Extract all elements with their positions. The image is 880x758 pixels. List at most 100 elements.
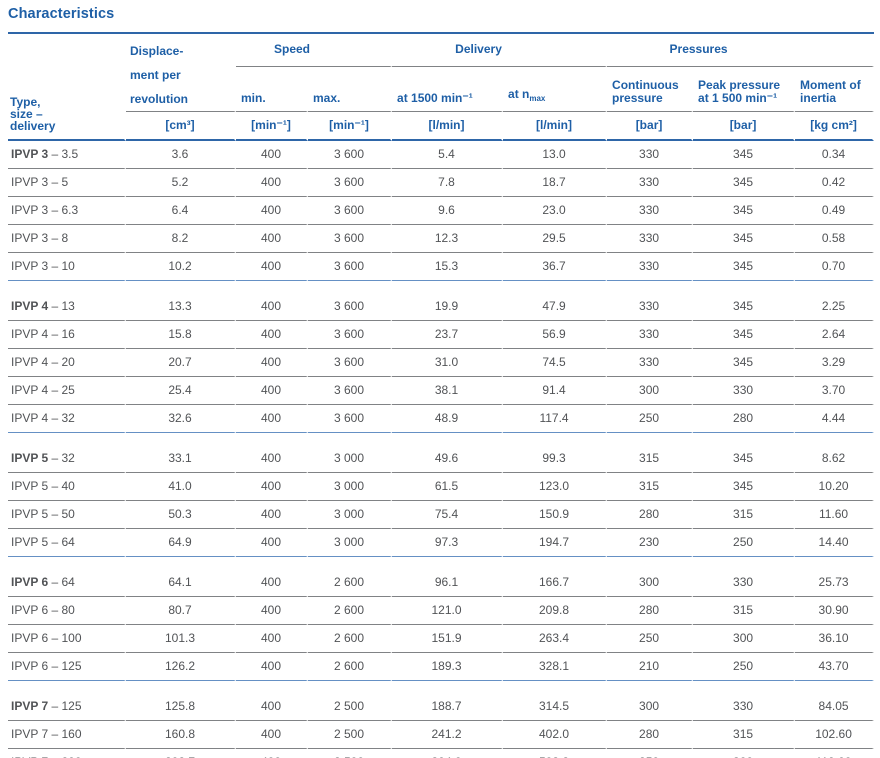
row-type-label: IPVP 4 – 16 bbox=[8, 321, 126, 349]
row-type-label: IPVP 7 – 160 bbox=[8, 721, 126, 749]
row-value: 400 bbox=[236, 597, 308, 625]
row-value: 400 bbox=[236, 681, 308, 721]
unit-l-min: [l/min] bbox=[503, 112, 608, 141]
row-value: 6.4 bbox=[126, 197, 236, 225]
row-value: 315 bbox=[693, 721, 796, 749]
delivery-group-header: Delivery bbox=[392, 34, 608, 67]
row-value: 64.1 bbox=[126, 557, 236, 597]
row-value: 4.44 bbox=[795, 405, 875, 433]
row-type-label: IPVP 6 – 100 bbox=[8, 625, 126, 653]
row-value: 280 bbox=[607, 597, 694, 625]
row-value: 18.7 bbox=[503, 169, 608, 197]
row-value: 280 bbox=[607, 721, 694, 749]
row-value: 300 bbox=[607, 377, 694, 405]
row-value: 188.7 bbox=[392, 681, 504, 721]
row-value: 13.0 bbox=[503, 141, 608, 169]
row-value: 123.0 bbox=[503, 473, 608, 501]
row-value: 400 bbox=[236, 433, 308, 473]
unit-l-min: [l/min] bbox=[392, 112, 504, 141]
row-value: 330 bbox=[607, 281, 694, 321]
row-value: 84.05 bbox=[795, 681, 875, 721]
row-value: 41.0 bbox=[126, 473, 236, 501]
row-value: 400 bbox=[236, 253, 308, 281]
row-value: 31.0 bbox=[392, 349, 504, 377]
row-type-label: IPVP 7 – 200 bbox=[8, 749, 126, 758]
row-type-label: IPVP 5 – 32 bbox=[8, 433, 126, 473]
row-value: 210 bbox=[607, 653, 694, 681]
row-value: 30.90 bbox=[795, 597, 875, 625]
peak-pressure-header: Peak pressure at 1 500 min⁻¹ bbox=[693, 67, 796, 112]
row-value: 280 bbox=[693, 405, 796, 433]
table-row: IPVP 4 – 16 15.8 400 3 600 23.7 56.9 330 345 2.6… bbox=[8, 321, 875, 349]
continuous-pressure-header: Continuous pressure bbox=[607, 67, 694, 112]
row-value: 2 600 bbox=[308, 597, 393, 625]
row-value: 56.9 bbox=[503, 321, 608, 349]
row-value: 400 bbox=[236, 169, 308, 197]
row-value: 345 bbox=[693, 321, 796, 349]
characteristics-table: Type, size – delivery Displace- ment per… bbox=[8, 32, 875, 758]
row-value: 345 bbox=[693, 281, 796, 321]
row-type-label: IPVP 3 – 10 bbox=[8, 253, 126, 281]
unit-min-1: [min⁻¹] bbox=[308, 112, 393, 141]
row-value: 345 bbox=[693, 141, 796, 169]
row-value: 23.0 bbox=[503, 197, 608, 225]
row-value: 280 bbox=[607, 501, 694, 529]
row-value: 3.29 bbox=[795, 349, 875, 377]
table-row: IPVP 4 – 32 32.6 400 3 600 48.9 117.4 250 280 4.… bbox=[8, 405, 875, 433]
row-value: 23.7 bbox=[392, 321, 504, 349]
type-column-header: Type, size – delivery bbox=[8, 34, 126, 141]
row-value: 49.6 bbox=[392, 433, 504, 473]
row-value: 2 500 bbox=[308, 749, 393, 758]
row-value: 3 000 bbox=[308, 473, 393, 501]
row-value: 38.1 bbox=[392, 377, 504, 405]
row-value: 101.3 bbox=[126, 625, 236, 653]
table-row: IPVP 7 – 125 125.8 400 2 500 188.7 314.5 300 33… bbox=[8, 681, 875, 721]
table-row: IPVP 6 – 64 64.1 400 2 600 96.1 166.7 300 330 25… bbox=[8, 557, 875, 597]
row-value: 48.9 bbox=[392, 405, 504, 433]
table-row: IPVP 4 – 25 25.4 400 3 600 38.1 91.4 300 330 3.7… bbox=[8, 377, 875, 405]
row-value: 3 600 bbox=[308, 197, 393, 225]
row-value: 32.6 bbox=[126, 405, 236, 433]
row-value: 400 bbox=[236, 197, 308, 225]
row-value: 315 bbox=[693, 501, 796, 529]
speed-group-header: Speed bbox=[236, 34, 393, 67]
row-value: 400 bbox=[236, 721, 308, 749]
row-value: 315 bbox=[607, 473, 694, 501]
row-value: 330 bbox=[607, 169, 694, 197]
row-value: 36.10 bbox=[795, 625, 875, 653]
row-value: 300 bbox=[607, 681, 694, 721]
row-value: 402.0 bbox=[503, 721, 608, 749]
row-value: 3 600 bbox=[308, 321, 393, 349]
row-value: 2 600 bbox=[308, 557, 393, 597]
table-row: IPVP 3 – 5 5.2 400 3 600 7.8 18.7 330 345 0.42 bbox=[8, 169, 875, 197]
row-value: 400 bbox=[236, 281, 308, 321]
row-type-label: IPVP 6 – 125 bbox=[8, 653, 126, 681]
row-value: 3 600 bbox=[308, 377, 393, 405]
row-value: 300 bbox=[693, 625, 796, 653]
table-row: IPVP 5 – 32 33.1 400 3 000 49.6 99.3 315 345 8.6… bbox=[8, 433, 875, 473]
row-value: 194.7 bbox=[503, 529, 608, 557]
row-value: 300 bbox=[607, 557, 694, 597]
row-value: 330 bbox=[693, 377, 796, 405]
row-type-label: IPVP 7 – 125 bbox=[8, 681, 126, 721]
row-value: 400 bbox=[236, 405, 308, 433]
row-value: 7.8 bbox=[392, 169, 504, 197]
page-title: Characteristics bbox=[8, 6, 115, 22]
row-value: 160.8 bbox=[126, 721, 236, 749]
row-value: 25.73 bbox=[795, 557, 875, 597]
row-value: 99.3 bbox=[503, 433, 608, 473]
row-value: 503.8 bbox=[503, 749, 608, 758]
row-value: 119.00 bbox=[795, 749, 875, 758]
table-row: IPVP 4 – 20 20.7 400 3 600 31.0 74.5 330 345 3.2… bbox=[8, 349, 875, 377]
row-value: 330 bbox=[607, 197, 694, 225]
row-value: 330 bbox=[607, 321, 694, 349]
row-value: 3 600 bbox=[308, 253, 393, 281]
row-value: 19.9 bbox=[392, 281, 504, 321]
row-value: 2 600 bbox=[308, 653, 393, 681]
row-value: 80.7 bbox=[126, 597, 236, 625]
row-type-label: IPVP 5 – 40 bbox=[8, 473, 126, 501]
unit-bar: [bar] bbox=[693, 112, 796, 141]
row-value: 0.42 bbox=[795, 169, 875, 197]
row-type-label: IPVP 3 – 5 bbox=[8, 169, 126, 197]
group-header-row: Type, size – delivery Displace- ment per… bbox=[8, 34, 875, 141]
